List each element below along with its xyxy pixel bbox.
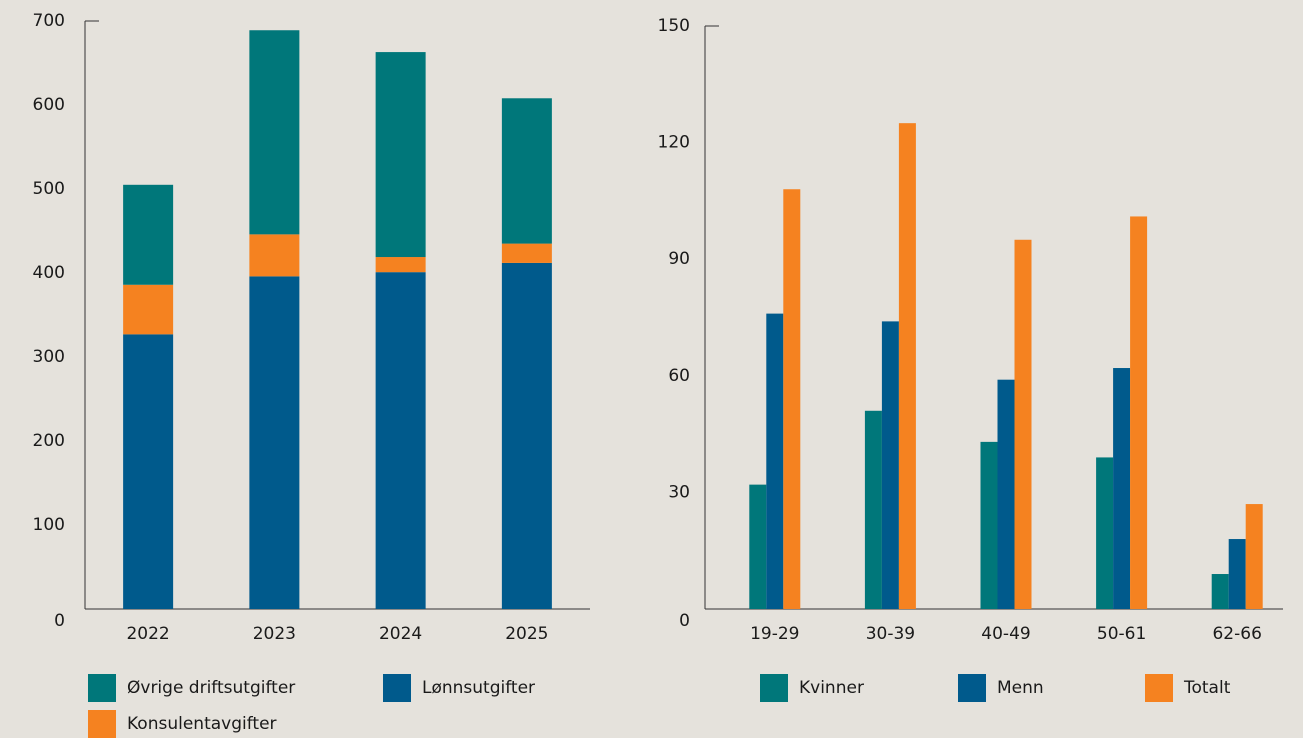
bar [749,484,767,609]
x-tick-label: 30-39 [866,624,915,644]
y-tick-label: 30 [668,482,690,502]
bar-segment [249,234,300,277]
bar [864,410,882,609]
bar [1228,539,1246,609]
legend-label: Totalt [1183,678,1231,698]
bar [997,379,1015,609]
y-tick-label: 120 [658,133,690,153]
bar-segment [123,334,174,609]
legend-swatch [88,710,116,738]
x-tick-label: 2024 [379,624,422,644]
bar [1014,239,1032,609]
bar [881,321,899,609]
legend-label: Menn [997,678,1044,698]
legend-label: Konsulentavgifter [127,714,277,734]
y-tick-label: 60 [668,366,690,386]
bar [1130,216,1148,610]
bar-segment [123,284,174,335]
bar-segment [375,257,426,273]
y-tick-label: 150 [658,16,690,36]
bar-segment [375,52,426,258]
bar [1096,457,1114,609]
legend-swatch [760,674,788,702]
y-tick-label: 300 [33,347,65,367]
y-tick-label: 600 [33,95,65,115]
y-tick-label: 400 [33,263,65,283]
bar-segment [501,243,552,263]
bar [766,313,784,609]
legend-label: Lønnsutgifter [422,678,535,698]
x-tick-label: 50-61 [1097,624,1146,644]
bar-segment [249,276,300,609]
legend-label: Øvrige driftsutgifter [127,678,295,698]
legend-swatch [88,674,116,702]
bar-segment [249,30,300,235]
x-tick-label: 2025 [505,624,548,644]
y-tick-label: 500 [33,179,65,199]
legend-swatch [383,674,411,702]
bar [898,123,916,610]
y-tick-label: 0 [679,611,690,631]
bar-segment [501,262,552,609]
x-tick-label: 2023 [253,624,296,644]
x-tick-label: 2022 [126,624,169,644]
x-tick-label: 19-29 [750,624,799,644]
bar-segment [123,184,174,285]
y-tick-label: 90 [668,249,690,269]
bar-segment [501,98,552,244]
bar [1211,574,1229,609]
y-tick-label: 200 [33,431,65,451]
y-tick-label: 0 [54,611,65,631]
y-tick-label: 700 [33,11,65,31]
bar [980,441,998,609]
bar [1245,504,1263,609]
bar [1113,368,1131,609]
legend-label: Kvinner [799,678,864,698]
bar [783,189,801,610]
x-tick-label: 62-66 [1212,624,1261,644]
bar-segment [375,272,426,609]
legend-swatch [958,674,986,702]
x-tick-label: 40-49 [981,624,1030,644]
y-tick-label: 100 [33,515,65,535]
legend-swatch [1145,674,1173,702]
